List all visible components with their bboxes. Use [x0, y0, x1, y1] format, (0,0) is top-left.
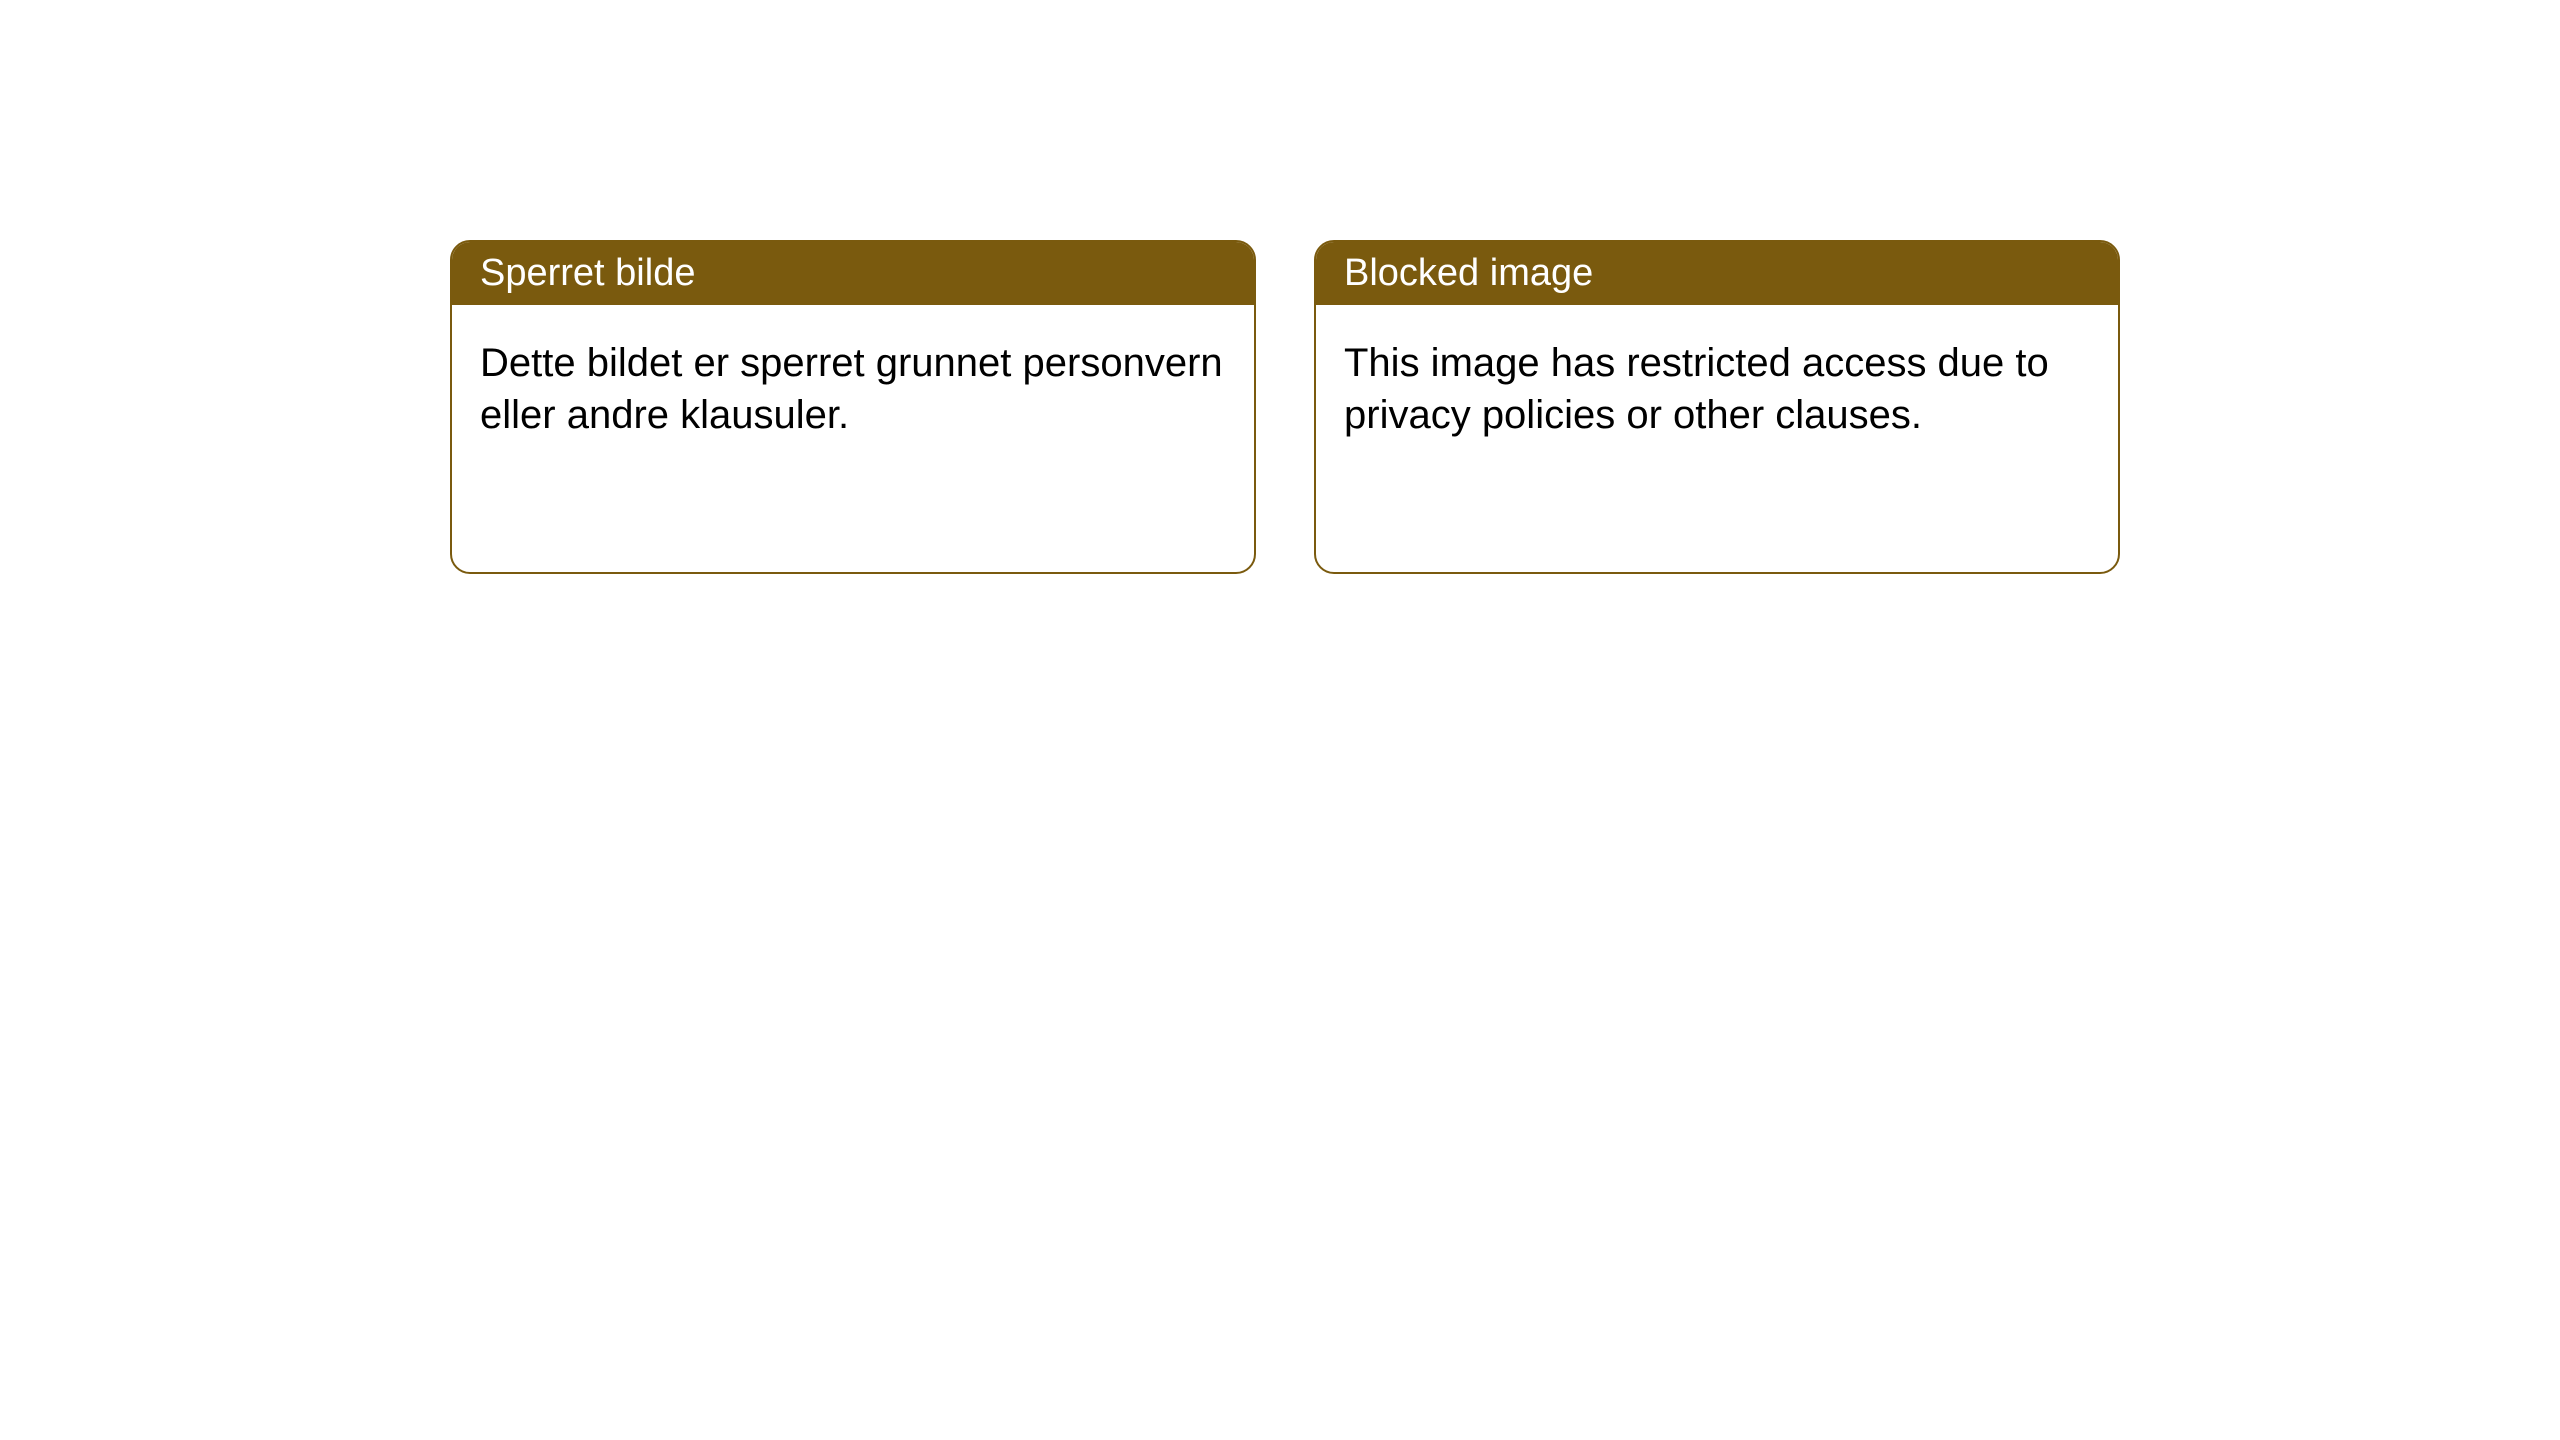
card-body-text: This image has restricted access due to …: [1344, 341, 2049, 437]
card-header: Blocked image: [1316, 242, 2118, 305]
card-title: Blocked image: [1344, 252, 1593, 294]
card-body: This image has restricted access due to …: [1316, 305, 2118, 473]
card-body-text: Dette bildet er sperret grunnet personve…: [480, 341, 1223, 437]
card-title: Sperret bilde: [480, 252, 695, 294]
notice-container: Sperret bilde Dette bildet er sperret gr…: [0, 0, 2560, 574]
card-body: Dette bildet er sperret grunnet personve…: [452, 305, 1254, 473]
notice-card-english: Blocked image This image has restricted …: [1314, 240, 2120, 574]
card-header: Sperret bilde: [452, 242, 1254, 305]
notice-card-norwegian: Sperret bilde Dette bildet er sperret gr…: [450, 240, 1256, 574]
